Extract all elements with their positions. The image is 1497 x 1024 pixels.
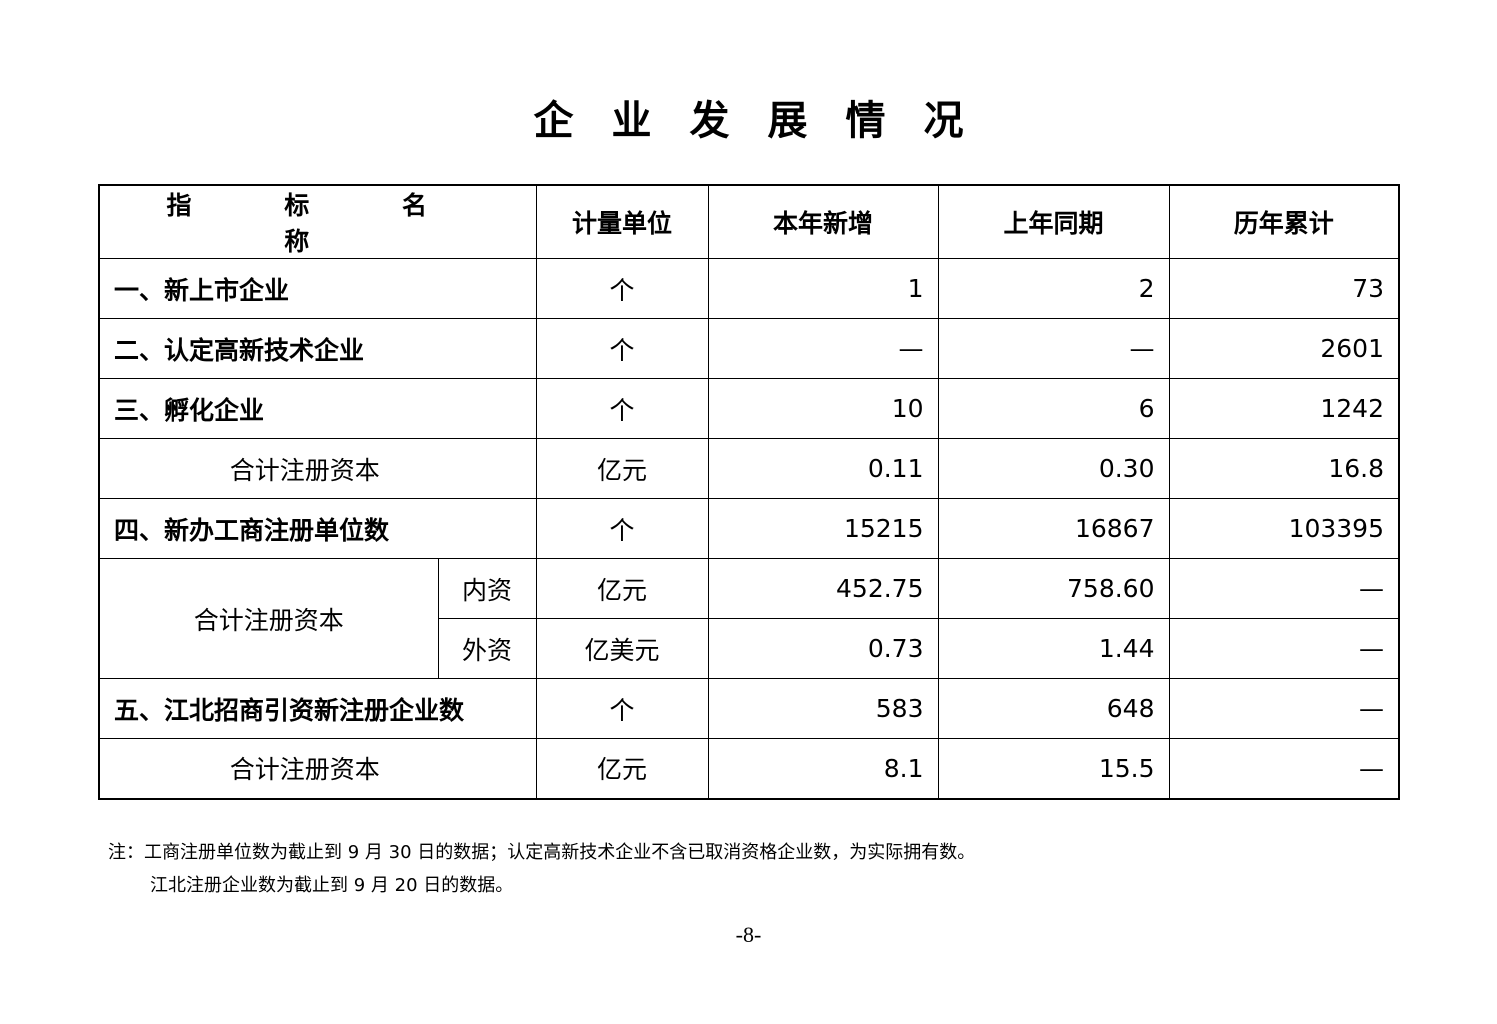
row-unit: 个	[535, 318, 709, 379]
row-name: 一、新上市企业	[98, 258, 537, 319]
table-row: 合计注册资本 内资 亿元 452.75 758.60 —	[98, 558, 1400, 679]
row-name: 合计注册资本	[98, 558, 439, 679]
row-this-year: 1	[707, 258, 939, 319]
row-cumulative: 1242	[1168, 378, 1400, 439]
row-cumulative: —	[1168, 738, 1400, 799]
row-name: 合计注册资本	[98, 438, 537, 499]
row-name: 四、新办工商注册单位数	[98, 498, 537, 559]
row-cumulative: 2601	[1168, 318, 1400, 379]
header-cumulative: 历年累计	[1168, 184, 1400, 259]
row-cumulative: —	[1168, 618, 1400, 679]
row-cumulative: —	[1168, 678, 1400, 739]
row-last-year: 648	[937, 678, 1170, 739]
row-unit: 个	[535, 378, 709, 439]
footnote: 注：工商注册单位数为截止到 9 月 30 日的数据；认定高新技术企业不含已取消资…	[108, 836, 975, 902]
row-cumulative: —	[1168, 558, 1400, 619]
row-name: 三、孵化企业	[98, 378, 537, 439]
row-last-year: —	[937, 318, 1170, 379]
row-this-year: 10	[707, 378, 939, 439]
row-unit: 亿元	[535, 558, 709, 619]
table-row: 二、认定高新技术企业 个 — — 2601	[98, 318, 1400, 379]
row-last-year: 758.60	[937, 558, 1170, 619]
footnote-line-2: 江北注册企业数为截止到 9 月 20 日的数据。	[150, 875, 514, 896]
table-row: 三、孵化企业 个 10 6 1242	[98, 378, 1400, 439]
row-unit: 个	[535, 678, 709, 739]
row-name: 二、认定高新技术企业	[98, 318, 537, 379]
table-row: 合计注册资本 亿元 8.1 15.5 —	[98, 738, 1400, 799]
header-unit: 计量单位	[535, 184, 709, 259]
row-this-year: 583	[707, 678, 939, 739]
footnote-line-1: 注：工商注册单位数为截止到 9 月 30 日的数据；认定高新技术企业不含已取消资…	[108, 842, 976, 863]
row-this-year: 8.1	[707, 738, 939, 799]
row-cumulative: 16.8	[1168, 438, 1400, 499]
row-cumulative: 103395	[1168, 498, 1400, 559]
row-this-year: —	[707, 318, 939, 379]
row-cumulative: 73	[1168, 258, 1400, 319]
table-row: 五、江北招商引资新注册企业数 个 583 648 —	[98, 678, 1400, 739]
row-this-year: 0.73	[707, 618, 939, 679]
row-unit: 亿元	[535, 438, 709, 499]
row-unit: 个	[535, 498, 709, 559]
table-row: 四、新办工商注册单位数 个 15215 16867 103395	[98, 498, 1400, 559]
row-this-year: 15215	[707, 498, 939, 559]
row-last-year: 16867	[937, 498, 1170, 559]
header-this-year: 本年新增	[707, 184, 939, 259]
row-this-year: 452.75	[707, 558, 939, 619]
row-last-year: 1.44	[937, 618, 1170, 679]
row-last-year: 2	[937, 258, 1170, 319]
row-sub-category: 外资	[437, 618, 537, 679]
enterprise-development-table: 指 标 名 称 计量单位 本年新增 上年同期 历年累计 一、新上市企业 个 1 …	[98, 184, 1400, 800]
page-number: -8-	[735, 922, 762, 947]
row-sub-category: 内资	[437, 558, 537, 619]
table-row: 一、新上市企业 个 1 2 73	[98, 258, 1400, 319]
row-last-year: 0.30	[937, 438, 1170, 499]
table-row: 合计注册资本 亿元 0.11 0.30 16.8	[98, 438, 1400, 499]
header-indicator: 指 标 名 称	[98, 184, 537, 259]
row-unit: 个	[535, 258, 709, 319]
header-last-year: 上年同期	[937, 184, 1170, 259]
row-unit: 亿元	[535, 738, 709, 799]
table-header-row: 指 标 名 称 计量单位 本年新增 上年同期 历年累计	[98, 184, 1400, 259]
row-last-year: 15.5	[937, 738, 1170, 799]
row-this-year: 0.11	[707, 438, 939, 499]
page-title: 企业发展情况	[533, 98, 1002, 144]
row-last-year: 6	[937, 378, 1170, 439]
row-unit: 亿美元	[535, 618, 709, 679]
row-name: 合计注册资本	[98, 738, 537, 799]
row-name: 五、江北招商引资新注册企业数	[98, 678, 537, 739]
